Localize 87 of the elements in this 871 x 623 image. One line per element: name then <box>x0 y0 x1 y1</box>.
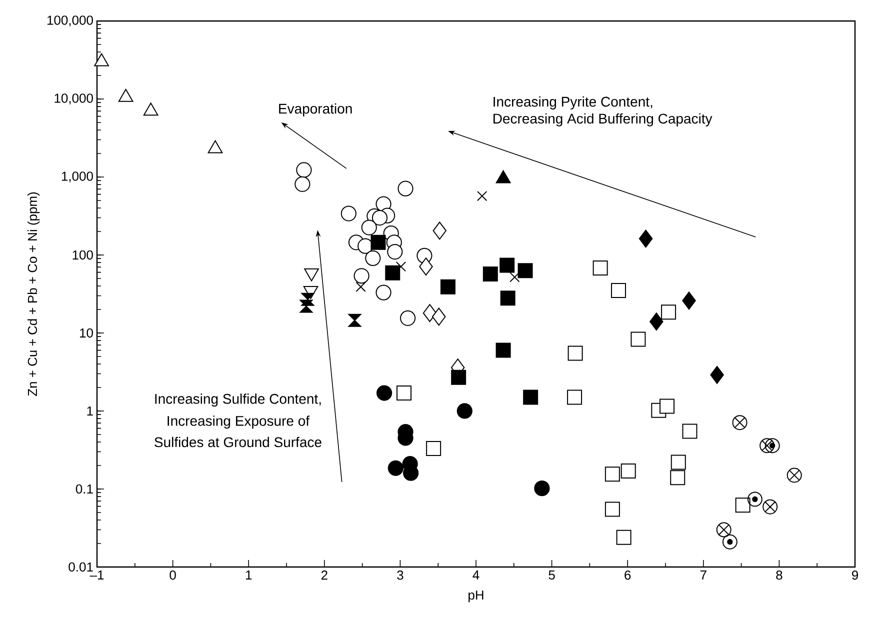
x-tick-label: 9 <box>852 570 858 580</box>
point <box>670 454 686 470</box>
point <box>426 441 442 456</box>
point <box>400 310 416 326</box>
y-tick-label: 1 <box>87 406 93 416</box>
point <box>523 390 538 405</box>
point <box>518 263 533 278</box>
point <box>620 464 636 479</box>
point <box>340 206 356 222</box>
x-tick-label: 1 <box>246 570 252 580</box>
point <box>500 290 516 306</box>
point <box>660 398 675 414</box>
point <box>786 468 802 483</box>
point <box>762 499 778 514</box>
point <box>650 312 664 331</box>
point <box>348 314 362 327</box>
point <box>630 332 646 347</box>
point <box>592 260 608 276</box>
x-tick-label: 6 <box>624 570 631 580</box>
y-tick-label: 10 <box>80 328 93 338</box>
point <box>376 385 392 401</box>
annotation: Evaporation <box>279 103 352 116</box>
point <box>354 268 370 284</box>
x-tick-label: 5 <box>548 570 555 580</box>
point <box>568 346 583 361</box>
x-tick-label: 2 <box>321 570 328 580</box>
point <box>735 498 750 513</box>
point <box>456 403 472 419</box>
y-tick-label: 10,000 <box>54 94 93 104</box>
x-tick-label: 7 <box>700 570 706 580</box>
point <box>440 279 456 294</box>
point <box>710 366 724 384</box>
y-tick-label: 0.01 <box>68 562 93 572</box>
point <box>682 424 698 439</box>
point <box>682 292 696 310</box>
annotation: Increasing Pyrite Content, <box>494 96 652 110</box>
point <box>294 176 310 192</box>
point <box>432 308 446 326</box>
point <box>476 190 488 202</box>
point <box>372 210 388 226</box>
x-tick-label: 4 <box>472 570 480 580</box>
annotation: Sulfides at Ground Surface <box>154 436 322 448</box>
point <box>422 304 437 322</box>
point <box>376 284 392 300</box>
annotation: Decreasing Acid Buffering Capacity <box>494 113 712 126</box>
point <box>500 258 515 273</box>
point <box>356 282 366 292</box>
y-tick-label: 1,000 <box>62 172 93 182</box>
point <box>496 342 511 358</box>
point <box>370 234 386 250</box>
point <box>604 466 620 482</box>
point <box>567 390 582 405</box>
y-axis-title: Zn + Cu + Cd + Pb + Co + Ni (ppm) <box>27 192 40 396</box>
point <box>396 386 412 401</box>
y-tick-label: 0.1 <box>76 484 93 494</box>
point <box>296 162 312 178</box>
y-tick-label: 100 <box>72 250 93 260</box>
point <box>365 250 381 266</box>
point <box>534 480 550 496</box>
point <box>732 415 748 430</box>
x-tick-label: 3 <box>397 570 404 580</box>
point <box>451 370 466 385</box>
point <box>385 265 400 280</box>
point <box>482 266 498 282</box>
point <box>388 460 404 476</box>
x-tick-label: 0 <box>170 570 176 580</box>
point <box>616 530 632 545</box>
annotation: Increasing Exposure of <box>168 416 310 429</box>
x-axis-title: pH <box>468 590 484 602</box>
point <box>300 300 313 313</box>
point <box>638 230 653 248</box>
point <box>396 262 406 272</box>
y-tick-label: 100,000 <box>47 16 93 26</box>
point <box>670 470 686 486</box>
point <box>432 222 446 240</box>
point <box>604 502 620 517</box>
point <box>387 244 403 260</box>
x-tick-label: 8 <box>776 570 782 580</box>
x-tick-label: –1 <box>90 570 104 580</box>
annotation: Increasing Sulfide Content, <box>155 394 321 407</box>
point <box>419 258 433 276</box>
point <box>398 180 414 196</box>
point <box>716 522 732 538</box>
point <box>361 220 377 236</box>
point <box>301 292 314 306</box>
point <box>510 272 520 282</box>
point <box>661 304 676 320</box>
